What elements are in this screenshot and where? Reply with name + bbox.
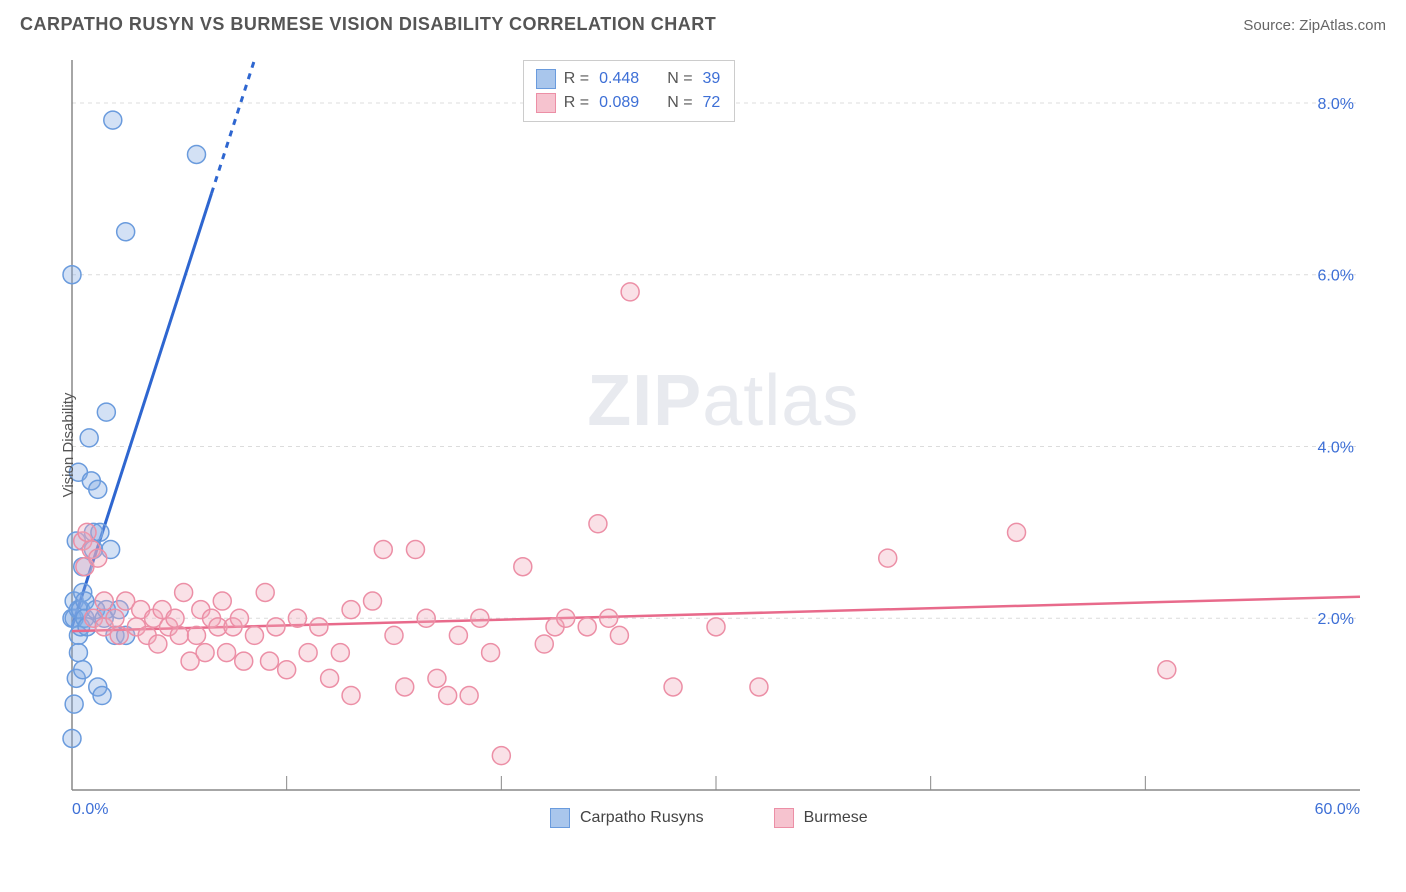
- svg-text:2.0%: 2.0%: [1318, 611, 1354, 628]
- series-legend-label: Burmese: [804, 809, 868, 827]
- series-legend-item: Burmese: [774, 808, 868, 828]
- correlation-legend: R = 0.448 N = 39 R = 0.089 N = 72: [523, 60, 736, 122]
- series-legend-item: Carpatho Rusyns: [550, 808, 704, 828]
- legend-n-value: 72: [703, 91, 721, 115]
- legend-swatch: [774, 808, 794, 828]
- series-legend-label: Carpatho Rusyns: [580, 809, 704, 827]
- legend-n-label: N =: [667, 67, 692, 91]
- source-attribution: Source: ZipAtlas.com: [1243, 17, 1386, 34]
- series-legend: Carpatho Rusyns Burmese: [550, 808, 868, 828]
- legend-r-label: R =: [564, 91, 589, 115]
- legend-swatch: [550, 808, 570, 828]
- legend-swatch: [536, 93, 556, 113]
- svg-text:4.0%: 4.0%: [1318, 439, 1354, 456]
- chart-container: Vision Disability ZIPatlas 2.0%4.0%6.0%8…: [20, 50, 1386, 840]
- svg-text:8.0%: 8.0%: [1318, 96, 1354, 113]
- legend-row: R = 0.089 N = 72: [536, 91, 723, 115]
- legend-r-value: 0.089: [599, 91, 639, 115]
- svg-text:6.0%: 6.0%: [1318, 268, 1354, 285]
- legend-n-value: 39: [703, 67, 721, 91]
- svg-text:0.0%: 0.0%: [72, 801, 108, 818]
- legend-swatch: [536, 69, 556, 89]
- legend-r-value: 0.448: [599, 67, 639, 91]
- chart-title: CARPATHO RUSYN VS BURMESE VISION DISABIL…: [20, 14, 716, 35]
- legend-r-label: R =: [564, 67, 589, 91]
- scatter-chart: 2.0% 4.0% 6.0% 8.0% 0.0% 60.0%: [20, 50, 1386, 840]
- y-axis-label: Vision Disability: [60, 393, 77, 498]
- source-prefix: Source:: [1243, 17, 1299, 34]
- source-name: ZipAtlas.com: [1299, 17, 1386, 34]
- legend-n-label: N =: [667, 91, 692, 115]
- svg-text:60.0%: 60.0%: [1315, 801, 1360, 818]
- legend-row: R = 0.448 N = 39: [536, 67, 723, 91]
